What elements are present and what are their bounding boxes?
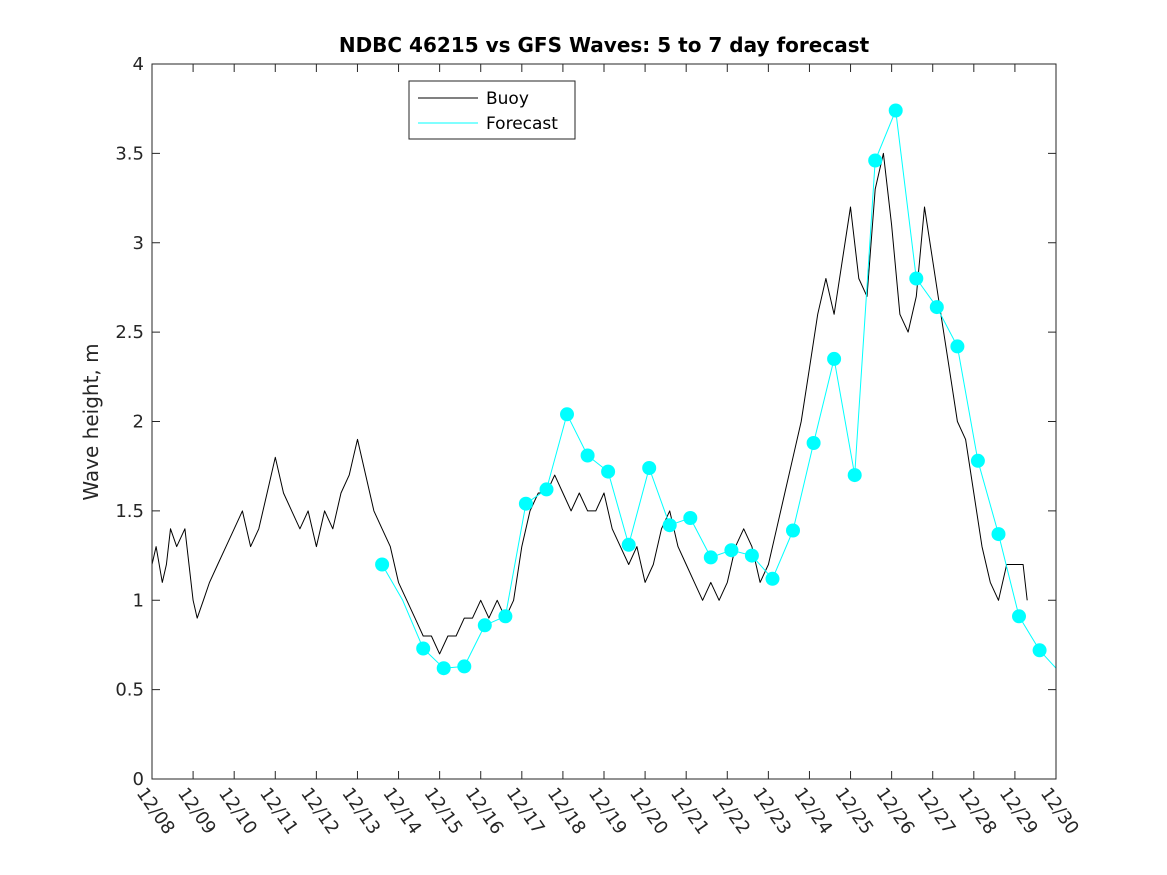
- forecast-marker: [498, 609, 513, 624]
- forecast-marker: [991, 527, 1006, 542]
- legend-box: [408, 80, 576, 140]
- y-tick-label: 0: [133, 769, 144, 790]
- legend: Buoy Forecast: [408, 80, 576, 140]
- forecast-marker: [1012, 609, 1026, 624]
- forecast-marker: [909, 271, 924, 286]
- forecast-marker: [580, 448, 595, 463]
- forecast-marker: [970, 453, 985, 468]
- forecast-marker: [662, 518, 677, 533]
- forecast-marker: [888, 103, 903, 118]
- plot-area: [151, 103, 1057, 676]
- forecast-marker: [827, 351, 842, 366]
- y-tick-label: 1.5: [115, 501, 144, 522]
- forecast-marker: [457, 659, 472, 674]
- forecast-marker: [868, 153, 883, 168]
- forecast-marker: [847, 468, 862, 483]
- forecast-marker: [724, 543, 739, 558]
- forecast-marker: [642, 461, 657, 475]
- y-tick-label: 0.5: [115, 680, 144, 701]
- chart-title: NDBC 46215 vs GFS Waves: 5 to 7 day fore…: [339, 33, 870, 57]
- y-axis-label: Wave height, m: [79, 343, 103, 500]
- forecast-marker: [683, 511, 698, 525]
- y-tick-label: 2.5: [115, 322, 144, 343]
- forecast-marker: [560, 407, 574, 422]
- forecast-marker: [786, 523, 800, 538]
- forecast-marker: [416, 641, 431, 656]
- forecast-marker: [539, 482, 554, 497]
- y-tick-label: 3: [133, 233, 144, 254]
- forecast-marker: [765, 571, 780, 586]
- forecast-marker: [744, 548, 759, 563]
- y-tick-label: 3.5: [115, 143, 144, 164]
- forecast-marker: [436, 661, 451, 676]
- y-tick-label: 2: [133, 412, 144, 433]
- forecast-marker: [518, 496, 533, 511]
- forecast-marker: [806, 436, 821, 450]
- forecast-marker: [601, 464, 616, 479]
- forecast-marker: [703, 550, 718, 565]
- forecast-marker: [929, 300, 944, 315]
- forecast-marker: [1032, 643, 1047, 658]
- forecast-series-line: [381, 110, 1057, 669]
- legend-forecast-label: Forecast: [486, 114, 558, 134]
- forecast-marker: [621, 537, 636, 552]
- y-tick-label: 4: [133, 54, 144, 75]
- y-tick-label: 1: [133, 590, 144, 611]
- forecast-marker: [950, 339, 965, 354]
- forecast-marker: [477, 618, 492, 633]
- legend-buoy-label: Buoy: [486, 89, 529, 109]
- buoy-series-line: [151, 152, 1028, 655]
- forecast-marker: [375, 557, 390, 572]
